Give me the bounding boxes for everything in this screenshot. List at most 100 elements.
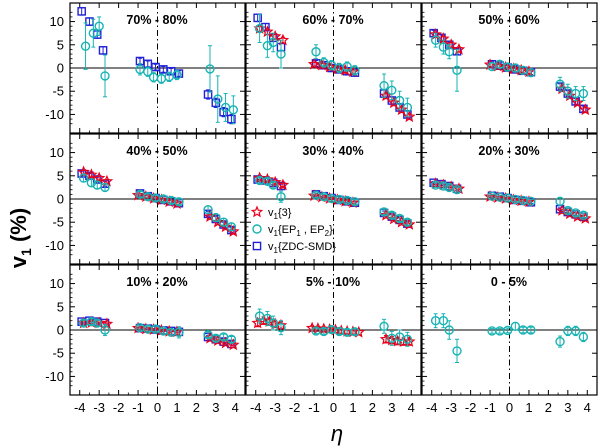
legend-label-ep: v1{EP1 , EP2} [268,224,333,238]
x-tick-label: 0 [154,400,161,415]
x-tick-label: 0 [330,400,337,415]
panel-frame [421,264,598,396]
data-point-ep [262,313,273,324]
data-points [429,177,592,224]
legend-label-v13: v1{3} [268,207,292,221]
data-points [430,313,589,363]
data-point-v13 [522,195,536,208]
y-tick-label: 10 [50,276,64,291]
data-point-zdc [203,90,213,99]
panel-frame [69,2,246,134]
data-point-ep [100,325,110,335]
data-point-ep [205,64,215,74]
legend-marker-zdc [252,241,262,251]
data-points [77,165,240,237]
data-point-ep [379,207,389,217]
data-point-ep [430,35,441,45]
data-point-ep [78,173,89,183]
data-point-ep [402,334,413,344]
data-point-ep [80,41,91,51]
panel-frame [421,2,598,134]
series-ep [430,180,589,220]
panel-20-30: 20% - 30% [421,133,598,265]
y-axis-label-base: v [6,255,31,268]
y-tick-label: 10 [50,145,64,160]
data-points [77,316,240,351]
data-point-ep [254,23,265,34]
data-point-ep [387,210,397,220]
x-tick-label: -1 [132,400,144,415]
data-point-v13 [483,190,497,202]
data-point-v13 [203,331,217,344]
series-v13 [429,28,592,116]
data-point-zdc [77,7,86,16]
y-tick-label: 0 [57,192,64,207]
y-tick-label: 10 [50,14,64,29]
x-tick-label: 3 [212,400,219,415]
data-points [253,171,416,230]
centrality-label: 20% - 30% [478,144,539,158]
x-tick-label: 0 [506,400,513,415]
data-point-ep [526,325,536,335]
data-point-ep [94,21,104,31]
data-point-v13 [395,103,408,116]
data-points [251,308,416,347]
series-ep [254,175,413,227]
x-tick-label: -4 [250,400,262,415]
centrality-label: 50% - 60% [478,13,539,27]
data-point-ep [226,222,237,232]
centrality-label: 5% - 10% [306,275,360,289]
y-tick-label: -10 [45,369,64,384]
centrality-label: 30% - 40% [302,144,363,158]
data-point-ep [268,37,278,48]
data-points [429,28,592,116]
panel-frame [69,264,246,396]
x-tick-label: 1 [525,400,532,415]
data-point-ep [350,65,360,76]
data-point-ep [526,196,536,207]
series-ep [78,173,237,232]
centrality-label: 0 - 5% [491,275,527,289]
data-point-v13 [387,212,401,225]
x-tick-label: 1 [349,400,356,415]
x-tick-label: -4 [74,400,86,415]
data-point-v13 [92,171,106,184]
data-point-zdc [98,46,108,55]
panel-60-70: 60% - 70% [245,2,422,134]
data-point-ep [387,85,397,95]
y-tick-label: -5 [52,84,64,99]
data-point-ep [452,65,462,76]
data-point-ep [578,332,589,342]
data-point-ep [174,197,184,207]
data-point-ep [444,325,454,335]
data-point-ep [218,217,229,227]
panel-70-80: -10 -5 0 5 10 70% - 80% [45,2,246,134]
x-tick-label: -3 [269,400,281,415]
data-point-v13 [499,60,512,73]
y-tick-label: -5 [52,215,64,230]
data-point-v13 [276,33,290,46]
data-point-zdc [227,114,236,124]
data-point-v13 [571,96,584,109]
data-point-v13 [379,208,393,221]
legend-label-zdc: v1{ZDC-SMD} [268,241,336,255]
data-point-ep [350,197,360,207]
data-points [253,13,416,123]
data-point-ep [402,102,413,113]
data-point-ep [228,105,239,115]
data-point-ep [88,28,99,38]
x-tick-label: -4 [426,400,438,415]
panel-30-40: 30% - 40% v1{3} v1{EP1 , EP2} v1{ZDC-SMD} [245,133,422,265]
data-point-ep [555,79,565,89]
y-axis-label: v1 (%) [6,208,34,268]
data-point-ep [444,47,454,57]
x-tick-label: 4 [584,400,591,415]
data-point-v13 [403,217,416,230]
x-tick-label: 4 [408,400,415,415]
panel-0-5: -4 -3 -2 -1 0 1 2 3 4 0 - 5% [421,264,598,415]
data-point-v13 [403,110,416,123]
data-point-ep [555,196,565,207]
x-tick-label: 2 [193,400,200,415]
